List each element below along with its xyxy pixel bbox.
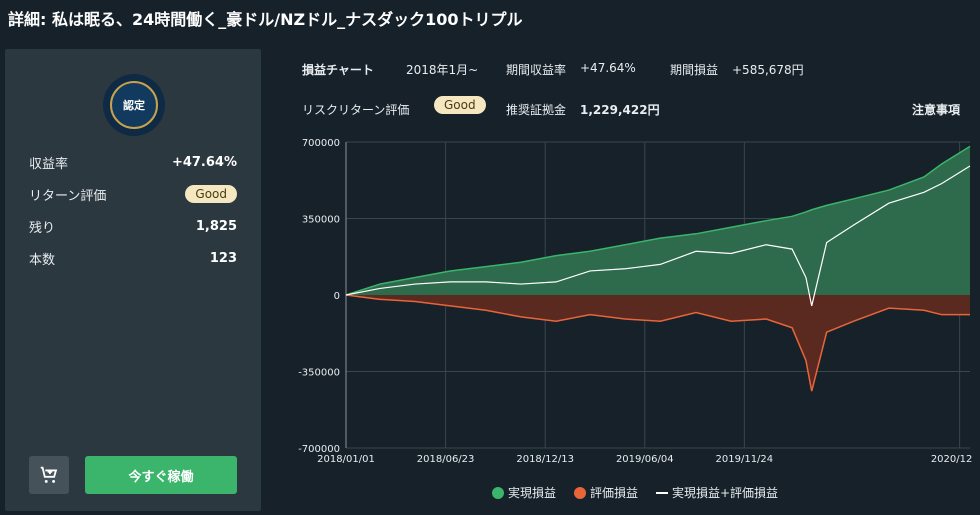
notes-link[interactable]: 注意事項 bbox=[912, 103, 961, 117]
certified-badge: 認定 bbox=[103, 74, 165, 136]
rating-badge: Good bbox=[185, 185, 237, 203]
y-tick-label: 350000 bbox=[302, 215, 340, 226]
legend-swatch bbox=[656, 491, 668, 494]
y-tick-label: 0 bbox=[334, 291, 340, 302]
yield-label: 期間収益率 bbox=[506, 63, 567, 77]
legend-label: 実現損益+評価損益 bbox=[672, 486, 779, 500]
page-title: 詳細: 私は眠る、24時間働く_豪ドル/NZドル_ナスダック100トリプル bbox=[8, 10, 523, 29]
unrealized-area bbox=[346, 295, 970, 392]
stat-label: 残り bbox=[29, 220, 56, 236]
start-now-button[interactable]: 今すぐ稼働 bbox=[85, 456, 237, 494]
x-tick-label: 2018/01/01 bbox=[317, 454, 375, 465]
add-to-cart-button[interactable] bbox=[29, 456, 69, 494]
y-tick-label: 700000 bbox=[302, 138, 340, 149]
certified-icon: 認定 bbox=[110, 81, 158, 129]
pnl-label: 期間損益 bbox=[670, 63, 719, 77]
stat-label: 本数 bbox=[29, 252, 56, 268]
margin-value: 1,229,422円 bbox=[580, 103, 660, 117]
stat-value: +47.64% bbox=[171, 154, 237, 170]
badge-label: 認定 bbox=[123, 99, 145, 112]
yield-value: +47.64% bbox=[580, 61, 636, 75]
y-tick-label: -700000 bbox=[298, 444, 340, 455]
pnl-value: +585,678円 bbox=[732, 63, 804, 77]
legend-swatch bbox=[492, 486, 504, 499]
legend-swatch bbox=[574, 486, 586, 499]
stat-value: 1,825 bbox=[195, 218, 237, 234]
legend-label: 実現損益 bbox=[508, 486, 557, 500]
risk-label: リスクリターン評価 bbox=[302, 103, 410, 117]
x-tick-label: 2019/06/04 bbox=[616, 454, 674, 465]
legend-label: 評価損益 bbox=[590, 486, 639, 500]
stat-label: リターン評価 bbox=[29, 188, 107, 204]
legend-realized: 実現損益 bbox=[492, 484, 556, 501]
realized-line bbox=[345, 145, 971, 296]
unrealized-line bbox=[345, 294, 970, 392]
chart-section-label: 損益チャート bbox=[302, 63, 374, 77]
x-tick-label: 2019/11/24 bbox=[716, 454, 774, 465]
stat-return-rating: リターン評価 Good bbox=[29, 184, 237, 204]
x-tick-label: 2020/12/02 bbox=[931, 454, 972, 465]
stat-value: 123 bbox=[209, 250, 237, 266]
legend-unrealized: 評価損益 bbox=[574, 484, 638, 501]
stat-label: 収益率 bbox=[29, 156, 69, 172]
x-tick-label: 2018/06/23 bbox=[417, 454, 475, 465]
risk-rating-wrap: Good bbox=[434, 96, 486, 114]
total-line bbox=[345, 165, 971, 307]
legend-total: 実現損益+評価損益 bbox=[656, 484, 778, 501]
y-tick-label: -350000 bbox=[298, 368, 340, 379]
strategy-summary-panel: 認定 収益率 +47.64% リターン評価 Good 残り 1,825 本数 1… bbox=[5, 49, 261, 511]
risk-rating-badge: Good bbox=[434, 96, 486, 114]
period-start: 2018年1月~ bbox=[406, 63, 479, 77]
cart-plus-icon bbox=[40, 466, 58, 483]
stat-yield: 収益率 +47.64% bbox=[29, 152, 237, 172]
x-tick-label: 2018/12/13 bbox=[516, 454, 574, 465]
stat-count: 本数 123 bbox=[29, 248, 237, 268]
realized-area bbox=[346, 146, 970, 295]
stat-remaining: 残り 1,825 bbox=[29, 216, 237, 236]
margin-label: 推奨証拠金 bbox=[506, 103, 567, 117]
